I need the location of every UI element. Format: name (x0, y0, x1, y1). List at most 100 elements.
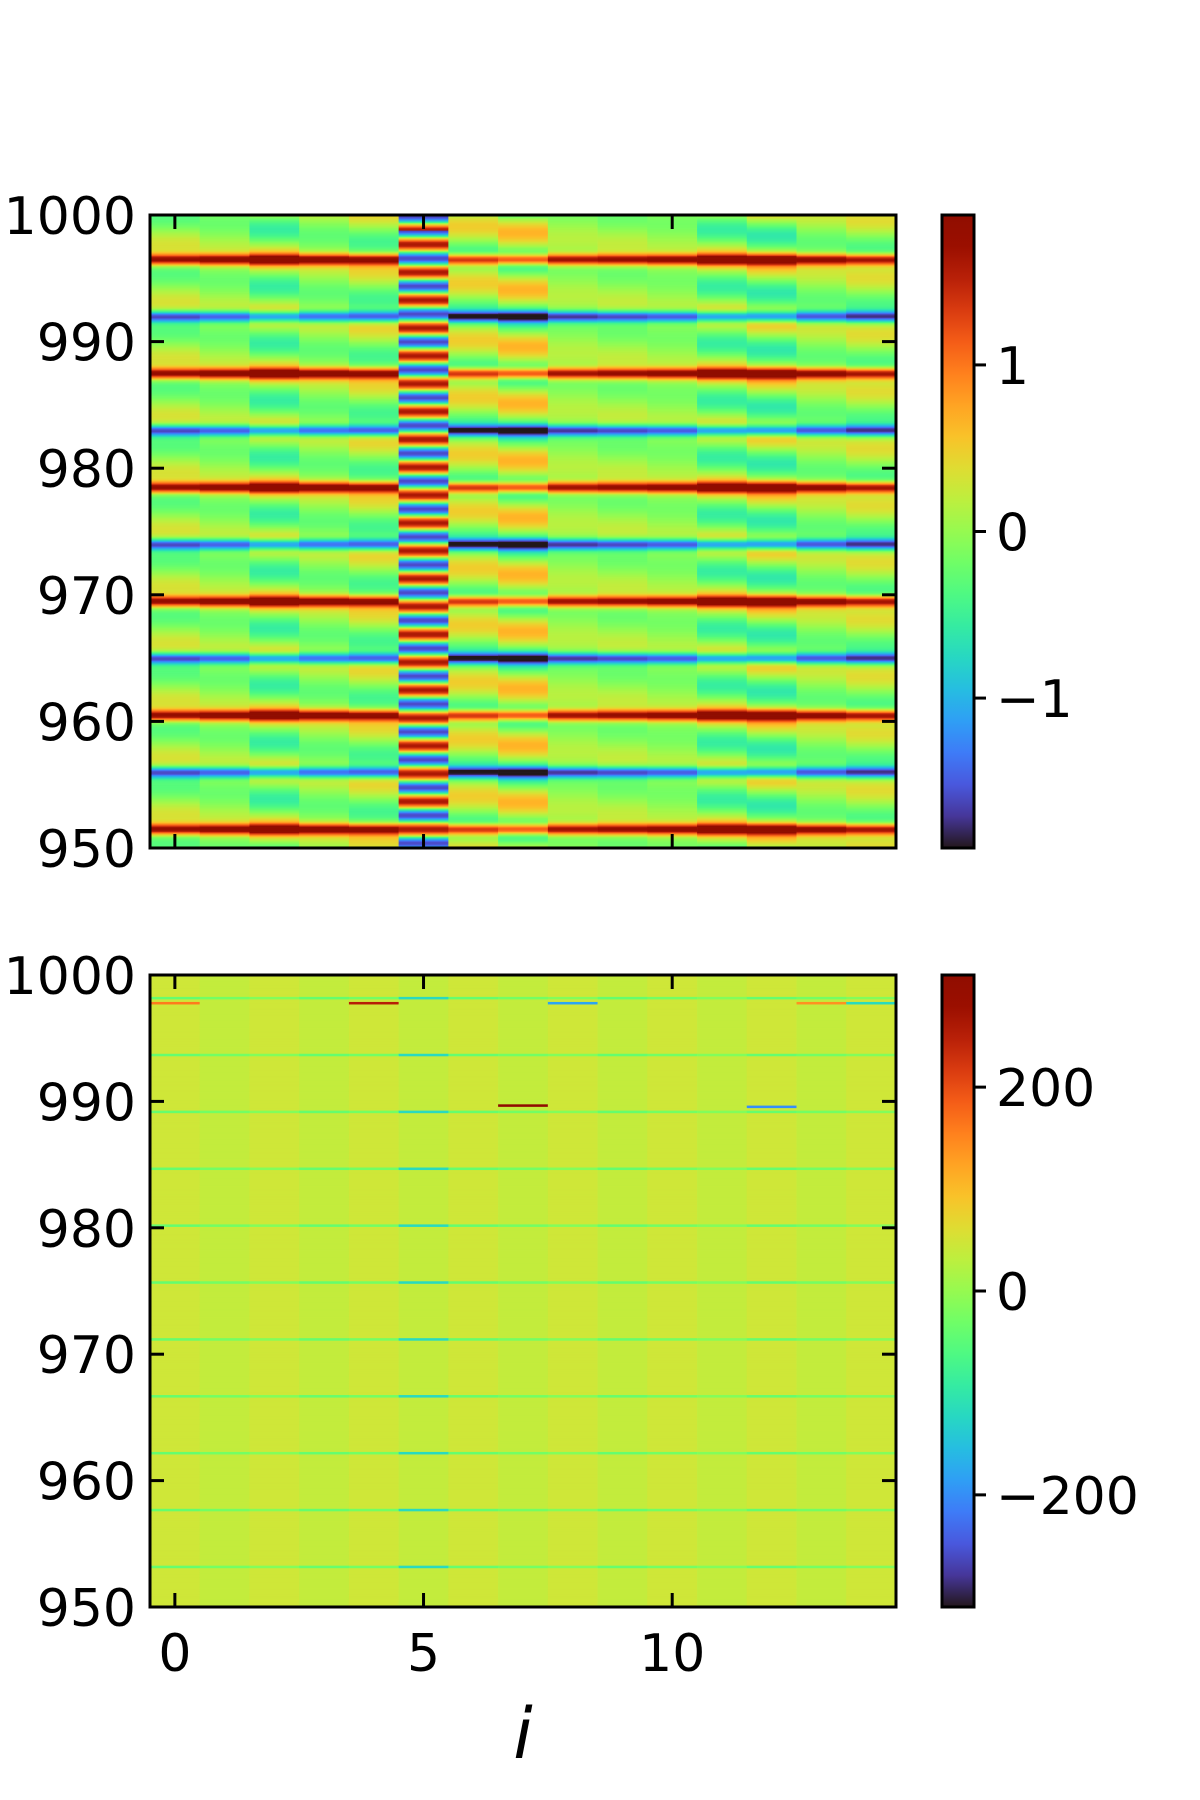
heatmap-cell (249, 770, 300, 773)
heatmap-cell (597, 813, 648, 816)
heatmap-cell (348, 368, 399, 370)
heatmap-cell (398, 645, 449, 648)
heatmap-cell (299, 718, 350, 721)
heatmap-cell (398, 704, 449, 707)
heatmap-cell (448, 650, 499, 653)
heatmap-cell (498, 636, 549, 639)
heatmap-cell (498, 331, 549, 334)
heatmap-cell (498, 820, 549, 822)
heatmap-cell (597, 708, 648, 711)
heatmap-cell (547, 703, 598, 706)
heatmap-cell (150, 732, 201, 735)
heatmap-cell (199, 322, 250, 325)
heatmap-cell (348, 321, 399, 324)
heatmap-cell (348, 293, 399, 296)
heatmap-cell (547, 249, 598, 251)
heatmap-cell (199, 561, 250, 564)
heatmap-cell (448, 669, 499, 672)
heatmap-cell (547, 347, 598, 350)
heatmap-cell (498, 411, 549, 413)
heatmap-cell (150, 363, 201, 365)
heatmap-cell (348, 501, 399, 503)
heatmap-cell (299, 216, 350, 218)
heatmap-cell (150, 326, 201, 329)
heatmap-cell (547, 799, 598, 802)
heatmap-cell (249, 340, 300, 342)
heatmap-cell (398, 666, 449, 669)
heatmap-cell (398, 411, 449, 413)
heatmap-cell (398, 379, 449, 382)
heatmap-cell (150, 365, 201, 368)
heatmap-cell (348, 539, 399, 541)
heatmap-cell (150, 546, 201, 549)
heatmap-cell (249, 312, 300, 315)
heatmap-cell (498, 570, 549, 573)
heatmap-cell (150, 701, 201, 703)
heatmap-cell (498, 287, 549, 289)
heatmap-cell (348, 775, 399, 778)
heatmap-cell (448, 225, 499, 227)
heatmap-cell (448, 653, 499, 655)
heatmap-cell (448, 402, 499, 405)
heatmap-cell (249, 230, 300, 232)
heatmap-cell (498, 830, 549, 832)
heatmap-cell (448, 836, 499, 839)
heatmap-cell (597, 722, 648, 725)
heatmap-cell (547, 813, 598, 816)
heatmap-cell (150, 799, 201, 802)
heatmap-cell (597, 715, 648, 717)
heatmap-cell (249, 347, 300, 350)
heatmap-cell (150, 536, 201, 539)
heatmap-cell (249, 279, 300, 282)
heatmap-cell (299, 398, 350, 401)
heatmap-cell (348, 669, 399, 672)
heatmap-cell (299, 623, 350, 626)
heatmap-cell (398, 718, 449, 721)
heatmap-cell (498, 842, 549, 845)
heatmap-cell (597, 820, 648, 822)
heatmap-cell (448, 768, 499, 770)
heatmap-cell (199, 389, 250, 392)
heatmap-cell (547, 760, 598, 763)
heatmap-cell (398, 815, 449, 817)
heatmap-cell (547, 759, 598, 762)
heatmap-cell (150, 558, 201, 560)
heatmap-cell (150, 418, 201, 421)
heatmap-cell (249, 587, 300, 589)
heatmap-cell (199, 827, 250, 830)
heatmap-cell (498, 366, 549, 369)
heatmap-cell (348, 265, 399, 268)
heatmap-cell (448, 783, 499, 786)
heatmap-cell (299, 840, 350, 843)
heatmap-cell (448, 337, 499, 340)
heatmap-cell (199, 294, 250, 297)
heatmap-cell (547, 587, 598, 589)
heatmap-cell (199, 274, 250, 277)
heatmap-cell (498, 303, 549, 306)
heatmap-cell (348, 421, 399, 424)
heatmap-cell (150, 599, 201, 602)
heatmap-cell (348, 261, 399, 264)
heatmap-cell (199, 232, 250, 235)
heatmap-cell (150, 611, 201, 613)
heatmap-cell (597, 844, 648, 846)
heatmap-cell (150, 444, 201, 446)
heatmap-cell (249, 393, 300, 396)
heatmap-cell (299, 470, 350, 473)
heatmap-cell (547, 672, 598, 674)
heatmap-cell (547, 729, 598, 731)
heatmap-cell (150, 816, 201, 819)
heatmap-cell (299, 699, 350, 702)
heatmap-cell (547, 791, 598, 793)
heatmap-cell (547, 740, 598, 743)
heatmap-cell (199, 485, 250, 488)
heatmap-cell (299, 294, 350, 297)
heatmap-cell (249, 831, 300, 834)
heatmap-cell (299, 545, 350, 548)
heatmap-cell (299, 554, 350, 556)
heatmap-cell (448, 796, 499, 798)
heatmap-cell (597, 702, 648, 705)
heatmap-cell (249, 501, 300, 503)
heatmap-cell (249, 698, 300, 701)
